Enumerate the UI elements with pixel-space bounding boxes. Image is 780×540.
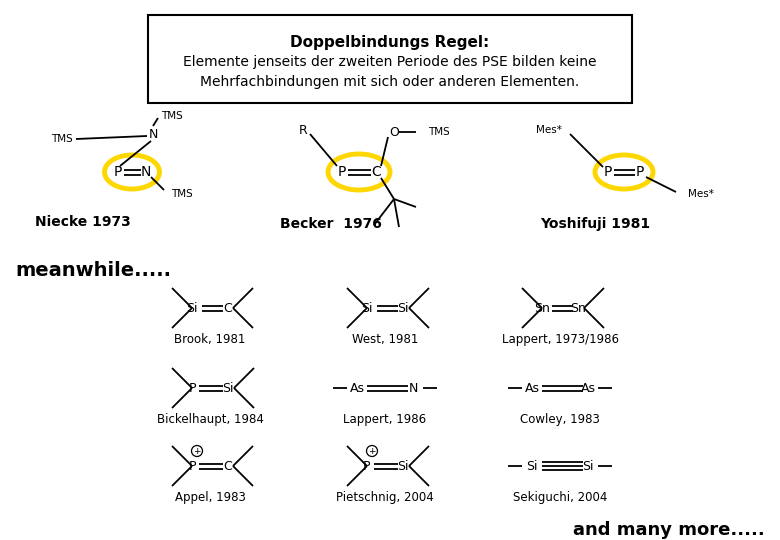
Text: Si: Si bbox=[397, 301, 409, 314]
Text: Doppelbindungs Regel:: Doppelbindungs Regel: bbox=[290, 35, 490, 50]
Text: Pietschnig, 2004: Pietschnig, 2004 bbox=[336, 491, 434, 504]
Text: Elemente jenseits der zweiten Periode des PSE bilden keine: Elemente jenseits der zweiten Periode de… bbox=[183, 55, 597, 69]
Text: TMS: TMS bbox=[428, 127, 450, 137]
Text: Mes*: Mes* bbox=[536, 125, 562, 135]
FancyBboxPatch shape bbox=[148, 15, 632, 103]
Text: TMS: TMS bbox=[51, 134, 73, 144]
Text: P: P bbox=[188, 460, 196, 472]
Text: Niecke 1973: Niecke 1973 bbox=[35, 215, 131, 229]
Text: Si: Si bbox=[397, 460, 409, 472]
Text: TMS: TMS bbox=[171, 189, 193, 199]
Text: P: P bbox=[363, 460, 370, 472]
Text: Si: Si bbox=[582, 460, 594, 472]
Text: Si: Si bbox=[222, 381, 234, 395]
Text: Lappert, 1973/1986: Lappert, 1973/1986 bbox=[502, 334, 619, 347]
Text: Appel, 1983: Appel, 1983 bbox=[175, 491, 246, 504]
Text: P: P bbox=[338, 165, 346, 179]
Text: Becker  1976: Becker 1976 bbox=[280, 217, 382, 231]
Text: P: P bbox=[636, 165, 644, 179]
Text: N: N bbox=[408, 381, 417, 395]
Text: Si: Si bbox=[526, 460, 537, 472]
Text: meanwhile.....: meanwhile..... bbox=[15, 260, 171, 280]
Text: Sn: Sn bbox=[570, 301, 586, 314]
Text: P: P bbox=[114, 165, 122, 179]
Text: C: C bbox=[371, 165, 381, 179]
Text: N: N bbox=[148, 127, 158, 140]
Text: O: O bbox=[389, 125, 399, 138]
Text: Sekiguchi, 2004: Sekiguchi, 2004 bbox=[512, 491, 607, 504]
Text: and many more.....: and many more..... bbox=[573, 521, 765, 539]
Text: As: As bbox=[580, 381, 595, 395]
Text: P: P bbox=[188, 381, 196, 395]
Text: Si: Si bbox=[186, 301, 198, 314]
Text: Brook, 1981: Brook, 1981 bbox=[174, 334, 246, 347]
Text: R: R bbox=[299, 124, 307, 137]
Text: As: As bbox=[349, 381, 364, 395]
Text: TMS: TMS bbox=[161, 111, 183, 121]
Text: N: N bbox=[141, 165, 151, 179]
Text: +: + bbox=[193, 447, 200, 456]
Text: Cowley, 1983: Cowley, 1983 bbox=[520, 414, 600, 427]
Text: C: C bbox=[224, 460, 232, 472]
Text: +: + bbox=[368, 447, 376, 456]
Text: Mes*: Mes* bbox=[688, 189, 714, 199]
Text: Sn: Sn bbox=[534, 301, 550, 314]
Text: C: C bbox=[224, 301, 232, 314]
Text: Lappert, 1986: Lappert, 1986 bbox=[343, 414, 427, 427]
Text: As: As bbox=[524, 381, 540, 395]
Text: West, 1981: West, 1981 bbox=[352, 334, 418, 347]
Text: Si: Si bbox=[361, 301, 373, 314]
Text: P: P bbox=[604, 165, 612, 179]
Text: Bickelhaupt, 1984: Bickelhaupt, 1984 bbox=[157, 414, 264, 427]
Text: Yoshifuji 1981: Yoshifuji 1981 bbox=[540, 217, 650, 231]
Text: Mehrfachbindungen mit sich oder anderen Elementen.: Mehrfachbindungen mit sich oder anderen … bbox=[200, 75, 580, 89]
